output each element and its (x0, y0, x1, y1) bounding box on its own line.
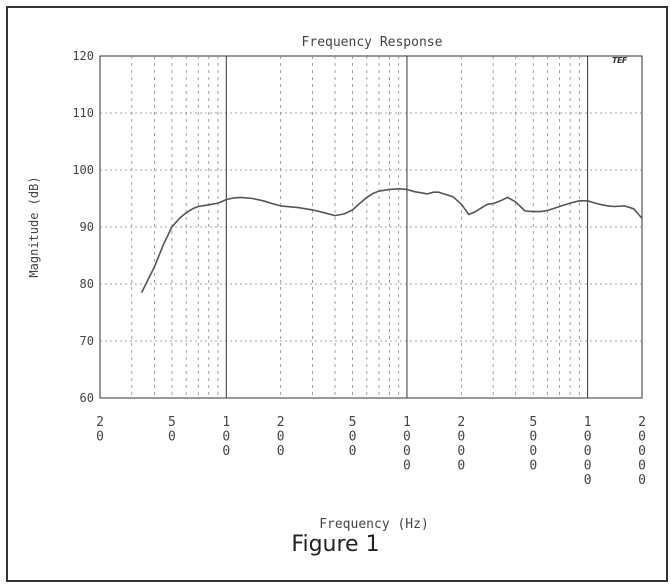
x-tick-label-digit: 0 (584, 473, 592, 488)
y-tick-label: 80 (80, 277, 94, 291)
x-tick-label-digit: 0 (403, 430, 411, 445)
y-axis-label: Magnitude (dB) (27, 176, 41, 277)
x-tick-label-digit: 0 (584, 459, 592, 474)
tef-logo: TEF (612, 56, 627, 65)
x-axis-label: Frequency (Hz) (319, 517, 429, 532)
chart-title: Frequency Response (302, 35, 443, 50)
x-tick-label-digit: 0 (349, 430, 357, 445)
y-tick-label: 90 (80, 220, 94, 234)
x-tick-label-digit: 1 (584, 415, 592, 430)
x-tick-label-digit: 0 (457, 459, 465, 474)
x-tick-label-digit: 0 (638, 444, 646, 459)
x-tick-label-digit: 0 (638, 459, 646, 474)
x-tick-label-digit: 2 (457, 415, 465, 430)
figure-caption: Figure 1 (291, 532, 380, 557)
x-tick-label-digit: 5 (168, 415, 176, 430)
x-tick-label-digit: 0 (349, 444, 357, 459)
x-tick-label-digit: 1 (222, 415, 230, 430)
y-tick-label: 100 (72, 163, 94, 177)
y-tick-label: 70 (80, 334, 94, 348)
x-tick-label-digit: 0 (222, 444, 230, 459)
x-tick-label-digit: 0 (638, 430, 646, 445)
x-tick-label-digit: 2 (96, 415, 104, 430)
x-tick-label-digit: 0 (529, 430, 537, 445)
x-tick-label-digit: 0 (403, 444, 411, 459)
x-tick-label-digit: 0 (96, 430, 104, 445)
x-tick-label-digit: 2 (277, 415, 285, 430)
x-tick-label-digit: 5 (529, 415, 537, 430)
x-tick-label-digit: 0 (638, 473, 646, 488)
x-tick-label-digit: 0 (168, 430, 176, 445)
x-tick-label-digit: 0 (457, 430, 465, 445)
x-tick-label-digit: 2 (638, 415, 646, 430)
y-tick-label: 110 (72, 106, 94, 120)
x-tick-label-digit: 0 (584, 444, 592, 459)
x-tick-label-digit: 0 (584, 430, 592, 445)
x-tick-label-digit: 0 (277, 444, 285, 459)
x-tick-label-digit: 0 (222, 430, 230, 445)
x-tick-label-digit: 0 (529, 444, 537, 459)
x-tick-label-digit: 1 (403, 415, 411, 430)
x-tick-label-digit: 0 (277, 430, 285, 445)
y-tick-label: 120 (72, 49, 94, 63)
x-tick-label-digit: 0 (457, 444, 465, 459)
x-tick-label-digit: 0 (403, 459, 411, 474)
figure-frame (6, 6, 668, 582)
response-curve-line (140, 188, 643, 293)
x-tick-label-digit: 5 (349, 415, 357, 430)
x-tick-label-digit: 0 (529, 459, 537, 474)
y-tick-label: 60 (80, 391, 94, 405)
